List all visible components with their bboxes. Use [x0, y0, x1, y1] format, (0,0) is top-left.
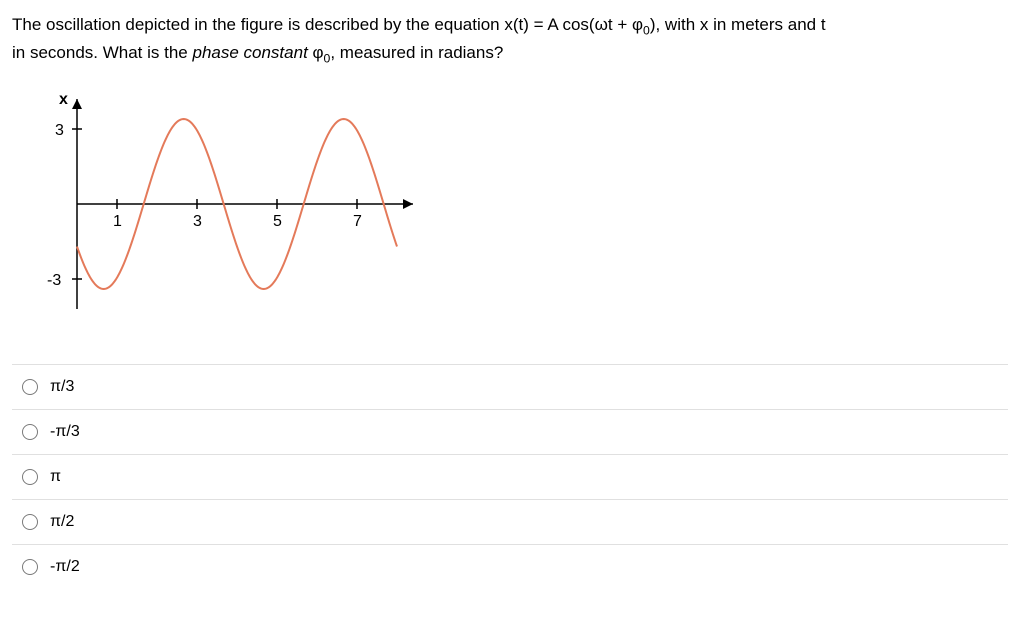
radio-icon — [22, 424, 38, 440]
option-label: π — [50, 468, 61, 486]
oscillation-graph: xt13573-3 — [37, 84, 1008, 339]
svg-text:7: 7 — [353, 213, 362, 230]
q-eq-sub: 0 — [643, 23, 650, 37]
q-line1-suffix: with x in meters and t — [660, 15, 825, 34]
option-3[interactable]: π/2 — [12, 499, 1008, 544]
q-line1-prefix: The oscillation depicted in the figure i… — [12, 15, 504, 34]
svg-text:5: 5 — [273, 213, 282, 230]
svg-text:3: 3 — [193, 213, 202, 230]
svg-text:3: 3 — [55, 122, 64, 139]
q-equation: x(t) = A cos(ωt + φ — [504, 15, 643, 34]
option-0[interactable]: π/3 — [12, 364, 1008, 409]
graph-svg: xt13573-3 — [37, 84, 417, 334]
option-label: -π/2 — [50, 558, 80, 576]
q-line2-prefix: in seconds. What is the — [12, 43, 192, 62]
option-1[interactable]: -π/3 — [12, 409, 1008, 454]
option-label: π/3 — [50, 378, 74, 396]
radio-icon — [22, 559, 38, 575]
radio-icon — [22, 514, 38, 530]
q-line2-suffix: , measured in radians? — [330, 43, 503, 62]
option-4[interactable]: -π/2 — [12, 544, 1008, 589]
svg-text:x: x — [59, 91, 68, 108]
q-phi: φ — [308, 43, 324, 62]
option-label: π/2 — [50, 513, 74, 531]
svg-text:-3: -3 — [47, 272, 61, 289]
option-label: -π/3 — [50, 423, 80, 441]
radio-icon — [22, 469, 38, 485]
option-2[interactable]: π — [12, 454, 1008, 499]
answer-options: π/3 -π/3 π π/2 -π/2 — [12, 364, 1008, 589]
svg-text:1: 1 — [113, 213, 122, 230]
q-eq-end: ), — [650, 15, 660, 34]
radio-icon — [22, 379, 38, 395]
question-text: The oscillation depicted in the figure i… — [12, 12, 1008, 69]
q-phase-constant: phase constant — [192, 43, 307, 62]
